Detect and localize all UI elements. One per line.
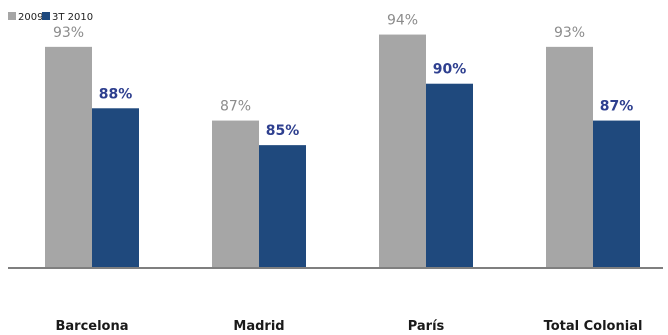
category-labels: Barcelona Madrid París Total Colonial (55, 319, 642, 334)
bar-1-0 (92, 108, 139, 269)
bar-0-0 (45, 46, 92, 268)
data-label-1-2: 90% (433, 62, 467, 78)
category-label-2: París (408, 319, 445, 334)
data-label-1-1: 85% (266, 123, 300, 139)
data-label-1-3: 87% (600, 99, 634, 115)
category-label-1: Madrid (233, 319, 284, 334)
data-labels: 93% 88% 87% 85% 94% 90% 93% 87% (53, 13, 633, 140)
bar-1-3 (593, 120, 640, 268)
bar-0-1 (212, 120, 259, 268)
bar-0-3 (546, 46, 593, 268)
data-label-0-0: 93% (53, 25, 84, 41)
legend-label-0: 2009 (18, 12, 43, 23)
data-label-0-1: 87% (220, 99, 251, 115)
legend-label-1: 3T 2010 (52, 12, 93, 23)
legend: 2009 3T 2010 (8, 12, 93, 23)
legend-swatch-1 (42, 12, 50, 20)
bar-1-1 (259, 145, 306, 268)
legend-swatch-0 (8, 12, 16, 20)
data-label-0-3: 93% (554, 25, 585, 41)
data-label-1-0: 88% (99, 86, 133, 102)
data-label-0-2: 94% (387, 13, 418, 29)
bars (45, 34, 640, 269)
category-label-3: Total Colonial (544, 319, 643, 334)
category-label-0: Barcelona (55, 319, 128, 334)
bar-1-2 (426, 83, 473, 268)
bar-0-2 (379, 34, 426, 269)
